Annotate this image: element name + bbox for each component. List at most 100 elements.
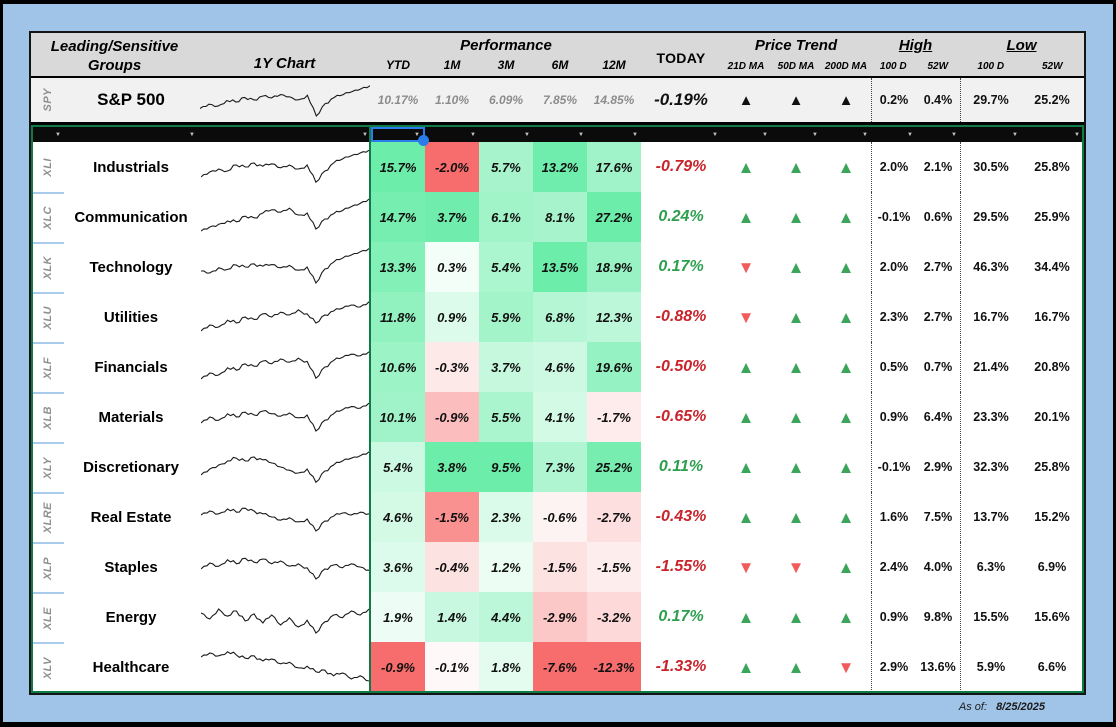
- high-100d-cell[interactable]: 2.9%: [871, 642, 916, 692]
- perf-cell[interactable]: 0.3%: [425, 242, 479, 292]
- trend-cell[interactable]: ▲: [821, 142, 871, 192]
- perf-cell[interactable]: -0.3%: [425, 342, 479, 392]
- trend-cell[interactable]: ▲: [821, 242, 871, 292]
- sector-name-cell[interactable]: Real Estate: [90, 508, 172, 526]
- today-cell[interactable]: -0.65%: [655, 408, 707, 425]
- today-cell[interactable]: 0.17%: [658, 608, 704, 625]
- perf-cell[interactable]: 13.3%: [371, 242, 425, 292]
- perf-cell[interactable]: 0.9%: [425, 292, 479, 342]
- trend-cell[interactable]: ▼: [771, 542, 821, 592]
- filter-dropdown-icon[interactable]: ▼: [55, 131, 61, 138]
- high-100d-cell[interactable]: 2.4%: [871, 542, 916, 592]
- spy-perf-1m[interactable]: 1.10%: [434, 93, 470, 107]
- low-52w-cell[interactable]: 34.4%: [1034, 260, 1070, 274]
- perf-cell[interactable]: -12.3%: [587, 642, 641, 692]
- trend-cell[interactable]: ▲: [771, 492, 821, 542]
- perf-cell[interactable]: 5.7%: [479, 142, 533, 192]
- high-52w-cell[interactable]: 2.1%: [923, 160, 953, 174]
- high-52w-cell[interactable]: 7.5%: [923, 510, 953, 524]
- perf-cell[interactable]: 13.5%: [533, 242, 587, 292]
- filter-dropdown-icon[interactable]: ▼: [907, 131, 913, 138]
- spy-low-52w[interactable]: 25.2%: [1034, 93, 1070, 107]
- ticker-cell[interactable]: XLK: [31, 242, 64, 292]
- today-cell[interactable]: 0.24%: [658, 208, 704, 225]
- filter-dropdown-icon[interactable]: ▼: [414, 131, 420, 138]
- sector-name-cell[interactable]: Communication: [74, 208, 188, 226]
- trend-cell[interactable]: ▲: [771, 442, 821, 492]
- perf-cell[interactable]: 19.6%: [587, 342, 641, 392]
- perf-cell[interactable]: 13.2%: [533, 142, 587, 192]
- high-100d-cell[interactable]: -0.1%: [871, 442, 916, 492]
- low-52w-cell[interactable]: 25.8%: [1034, 160, 1070, 174]
- trend-cell[interactable]: ▲: [771, 142, 821, 192]
- trend-cell[interactable]: ▼: [721, 292, 771, 342]
- filter-dropdown-icon[interactable]: ▼: [712, 131, 718, 138]
- low-52w-cell[interactable]: 15.6%: [1034, 610, 1070, 624]
- trend-cell[interactable]: ▲: [771, 342, 821, 392]
- high-100d-cell[interactable]: 0.9%: [871, 392, 916, 442]
- col-header-high-100d[interactable]: 100 D: [879, 61, 907, 72]
- filter-dropdown-icon[interactable]: ▼: [578, 131, 584, 138]
- filter-cell[interactable]: ▼: [1021, 127, 1083, 142]
- high-52w-cell[interactable]: 0.6%: [923, 210, 953, 224]
- perf-cell[interactable]: 1.4%: [425, 592, 479, 642]
- low-100d-cell[interactable]: 32.3%: [960, 442, 1021, 492]
- perf-cell[interactable]: -0.9%: [425, 392, 479, 442]
- spy-perf-ytd[interactable]: 10.17%: [377, 93, 419, 107]
- perf-cell[interactable]: 3.7%: [479, 342, 533, 392]
- perf-cell[interactable]: 10.1%: [371, 392, 425, 442]
- perf-cell[interactable]: 1.2%: [479, 542, 533, 592]
- perf-cell[interactable]: 1.9%: [371, 592, 425, 642]
- trend-cell[interactable]: ▲: [721, 592, 771, 642]
- low-52w-cell[interactable]: 6.6%: [1037, 660, 1067, 674]
- col-header-12m[interactable]: 12M: [602, 58, 626, 72]
- trend-cell[interactable]: ▲: [721, 492, 771, 542]
- perf-cell[interactable]: -0.9%: [371, 642, 425, 692]
- ticker-cell[interactable]: XLP: [31, 542, 64, 592]
- high-52w-cell[interactable]: 0.7%: [923, 360, 953, 374]
- today-cell[interactable]: -0.79%: [655, 158, 707, 175]
- low-100d-cell[interactable]: 46.3%: [960, 242, 1021, 292]
- perf-cell[interactable]: 5.4%: [371, 442, 425, 492]
- sector-name-cell[interactable]: Healthcare: [92, 658, 170, 676]
- low-100d-cell[interactable]: 15.5%: [960, 592, 1021, 642]
- perf-cell[interactable]: -2.7%: [587, 492, 641, 542]
- low-100d-cell[interactable]: 29.5%: [960, 192, 1021, 242]
- perf-cell[interactable]: 1.8%: [479, 642, 533, 692]
- filter-dropdown-icon[interactable]: ▼: [1074, 131, 1080, 138]
- ticker-cell[interactable]: XLV: [31, 642, 64, 692]
- col-header-low-52w[interactable]: 52W: [1041, 61, 1063, 72]
- perf-cell[interactable]: -7.6%: [533, 642, 587, 692]
- ticker-cell[interactable]: XLU: [31, 292, 64, 342]
- low-100d-cell[interactable]: 23.3%: [960, 392, 1021, 442]
- filter-dropdown-icon[interactable]: ▼: [189, 131, 195, 138]
- col-header-50dma[interactable]: 50D MA: [777, 61, 815, 72]
- high-100d-cell[interactable]: 2.0%: [871, 242, 916, 292]
- sector-name-cell[interactable]: Utilities: [103, 308, 159, 326]
- ticker-cell[interactable]: XLY: [31, 442, 64, 492]
- perf-cell[interactable]: 6.8%: [533, 292, 587, 342]
- perf-cell[interactable]: 25.2%: [587, 442, 641, 492]
- perf-cell[interactable]: 8.1%: [533, 192, 587, 242]
- filter-cell[interactable]: ▼: [425, 127, 479, 142]
- selected-filter-cell[interactable]: ▼: [371, 127, 429, 146]
- perf-cell[interactable]: -3.2%: [587, 592, 641, 642]
- filter-dropdown-icon[interactable]: ▼: [1012, 131, 1018, 138]
- trend-cell[interactable]: ▲: [821, 342, 871, 392]
- high-52w-cell[interactable]: 2.7%: [923, 260, 953, 274]
- low-52w-cell[interactable]: 25.9%: [1034, 210, 1070, 224]
- sector-name-cell[interactable]: Energy: [105, 608, 157, 626]
- col-header-200dma[interactable]: 200D MA: [824, 61, 868, 72]
- perf-cell[interactable]: 6.1%: [479, 192, 533, 242]
- perf-cell[interactable]: -1.5%: [587, 542, 641, 592]
- low-100d-cell[interactable]: 13.7%: [960, 492, 1021, 542]
- trend-cell[interactable]: ▲: [771, 242, 821, 292]
- filter-dropdown-icon[interactable]: ▼: [632, 131, 638, 138]
- col-header-low-100d[interactable]: 100 D: [977, 61, 1005, 72]
- filter-cell[interactable]: ▼: [871, 127, 916, 142]
- perf-cell[interactable]: 5.5%: [479, 392, 533, 442]
- sector-name-cell[interactable]: Financials: [94, 358, 168, 376]
- filter-dropdown-icon[interactable]: ▼: [362, 131, 368, 138]
- filter-dropdown-icon[interactable]: ▼: [470, 131, 476, 138]
- perf-cell[interactable]: -1.5%: [425, 492, 479, 542]
